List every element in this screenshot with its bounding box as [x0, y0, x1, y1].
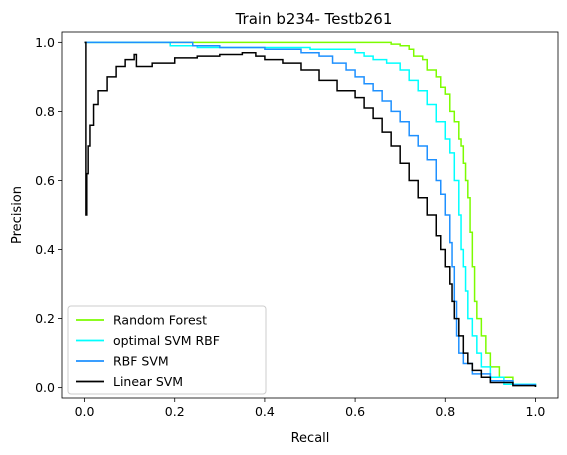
- legend-entry: Random Forest: [113, 313, 207, 328]
- series-line-optimal-svm-rbf: [84, 41, 537, 387]
- plot-frame: [61, 31, 559, 399]
- y-tick-label: 0.0: [35, 380, 55, 395]
- x-tick-label: 1.0: [526, 404, 546, 419]
- legend-entry: Linear SVM: [113, 374, 183, 389]
- x-axis-label: Recall: [291, 431, 330, 446]
- legend-box: [67, 305, 267, 395]
- x-tick-label: 0.4: [255, 404, 275, 419]
- y-tick-label: 0.6: [35, 173, 55, 188]
- x-tick-label: 0.2: [165, 404, 185, 419]
- series-line-linear-svm: [84, 41, 537, 387]
- y-axis-label: Precision: [10, 186, 25, 244]
- x-tick-label: 0.0: [75, 404, 95, 419]
- y-tick-label: 0.8: [35, 104, 55, 119]
- plot-area: [84, 41, 537, 387]
- legend-entry: optimal SVM RBF: [113, 333, 220, 348]
- legend-entry: RBF SVM: [113, 354, 169, 369]
- y-tick-label: 0.2: [35, 311, 55, 326]
- x-axis: 0.0 0.2 0.4 0.6 0.8 1.0: [75, 398, 546, 419]
- series-line-random-forest: [84, 41, 537, 387]
- chart-title: Train b234- Testb261: [235, 10, 393, 28]
- x-tick-label: 0.6: [345, 404, 365, 419]
- legend: Random Forest optimal SVM RBF RBF SVM Linea…: [67, 305, 267, 395]
- x-tick-label: 0.8: [435, 404, 455, 419]
- y-axis: 0.0 0.2 0.4 0.6 0.8 1.0: [35, 35, 62, 395]
- series-line-rbf-svm: [84, 41, 537, 387]
- y-tick-label: 0.4: [35, 242, 55, 257]
- y-tick-label: 1.0: [35, 35, 55, 50]
